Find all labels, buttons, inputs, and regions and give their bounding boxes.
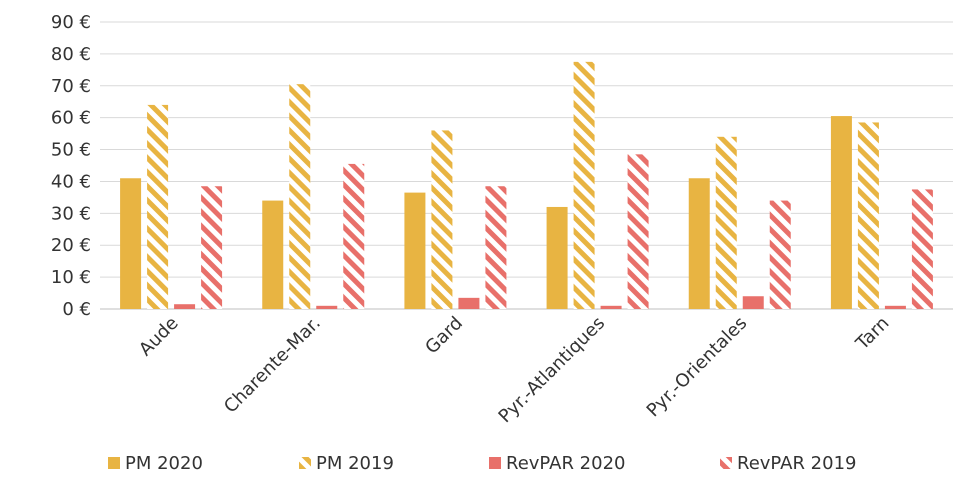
y-tick-label: 50 € <box>51 140 91 161</box>
y-tick-label: 60 € <box>51 108 91 129</box>
bar <box>262 200 284 309</box>
x-category-label: Aude <box>135 313 183 361</box>
y-tick-label: 70 € <box>51 76 91 97</box>
bar <box>316 305 338 309</box>
legend-swatch <box>299 457 311 469</box>
y-tick-label: 10 € <box>51 267 91 288</box>
bar <box>884 305 906 309</box>
bar <box>830 116 852 309</box>
bar <box>742 296 764 309</box>
bar <box>458 297 480 309</box>
bar <box>431 130 453 309</box>
y-tick-label: 40 € <box>51 171 91 192</box>
bar <box>343 163 365 309</box>
bars <box>120 61 933 310</box>
bar <box>627 154 649 309</box>
bar <box>600 305 622 309</box>
legend-swatch <box>489 457 501 469</box>
bar <box>769 200 791 309</box>
legend-swatch <box>720 457 732 469</box>
bar <box>404 192 426 309</box>
legend-label: RevPAR 2020 <box>506 453 625 474</box>
bar <box>573 61 595 309</box>
bar <box>688 178 710 309</box>
x-category-label: Tarn <box>851 313 893 355</box>
x-category-label: Pyr.-Orientales <box>643 313 752 422</box>
x-category-label: Charente-Mar. <box>220 313 325 418</box>
y-tick-label: 30 € <box>51 203 91 224</box>
legend-swatch <box>108 457 120 469</box>
legend-label: PM 2020 <box>125 453 203 474</box>
legend-label: RevPAR 2019 <box>737 453 856 474</box>
y-tick-label: 20 € <box>51 235 91 256</box>
gridlines <box>100 21 953 310</box>
bar <box>201 186 223 309</box>
y-tick-label: 90 € <box>51 12 91 33</box>
x-category-label: Pyr.-Atlantiques <box>495 313 609 427</box>
bar <box>289 84 311 309</box>
legend: PM 2020 PM 2019 RevPAR 2020 RevPAR 2019 <box>108 453 856 474</box>
y-tick-label: 0 € <box>62 299 91 320</box>
bar <box>546 206 568 309</box>
bar <box>174 304 196 309</box>
bar <box>715 136 737 309</box>
bar <box>485 186 507 309</box>
x-category-label: Gard <box>421 313 467 359</box>
bar <box>120 178 142 309</box>
bar <box>147 104 169 310</box>
y-axis-ticks: 0 € 10 € 20 € 30 € 40 € 50 € 60 € 70 € 80 € 90 € <box>51 12 91 320</box>
bar <box>857 122 879 309</box>
bar <box>911 189 933 309</box>
x-axis-categories: Aude Charente-Mar. Gard Pyr.-Atlantiques Pyr… <box>135 313 893 427</box>
y-tick-label: 80 € <box>51 44 91 65</box>
legend-label: PM 2019 <box>316 453 394 474</box>
